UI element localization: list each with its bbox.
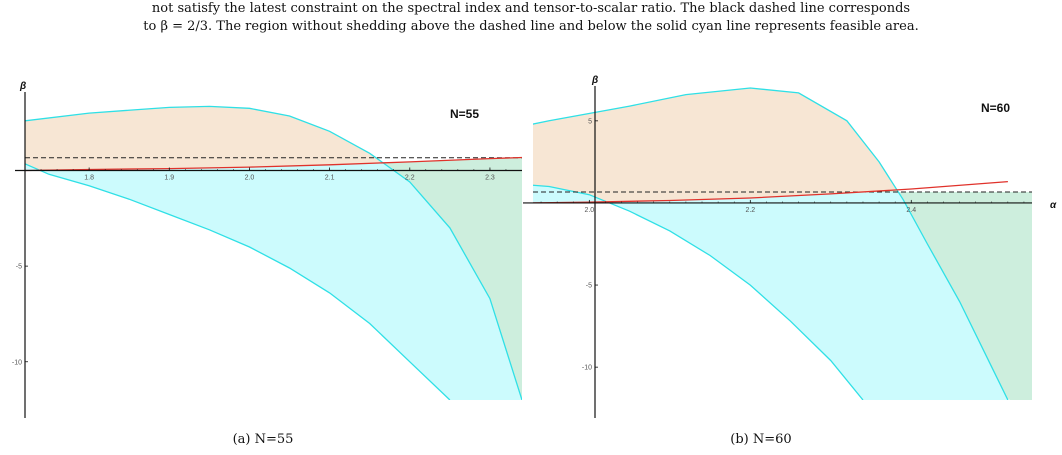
panel-b-caption: (b) N=60	[730, 432, 792, 447]
y-tick-label: -5	[16, 264, 22, 271]
y-tick-label: -10	[582, 365, 592, 372]
x-tick-label: 2.3	[485, 175, 495, 182]
orange-region	[533, 88, 1008, 400]
panel-a-caption: (a) N=55	[232, 432, 294, 447]
n-annotation: N=55	[450, 107, 479, 121]
cyan-lower-curve	[533, 184, 864, 400]
green-region	[533, 190, 1032, 400]
y-axis-label: β	[19, 81, 26, 92]
panel-a: 1.8 1.9 2.0 2.1 2.2 2.3 -5 -10 β N=55	[12, 81, 522, 418]
y-tick-label: 5	[588, 118, 592, 125]
caption-line-1: not satisfy the latest constraint on the…	[151, 1, 911, 16]
figure-caption: not satisfy the latest constraint on the…	[0, 0, 1062, 36]
x-tick-label: 2.1	[325, 175, 335, 182]
y-axis-label: β	[591, 75, 598, 86]
y-tick-label: -5	[586, 283, 592, 290]
red-curve	[25, 156, 522, 172]
plot-area	[25, 105, 522, 400]
x-axis-label: α	[1050, 200, 1057, 211]
cyan-upper-curve	[533, 87, 1009, 400]
x-tick-label: 2.0	[584, 207, 594, 214]
y-tick-label: -10	[12, 359, 22, 366]
figure-plots: 1.8 1.9 2.0 2.1 2.2 2.3 -5 -10 β N=55 2.0 2.2 2.4 5 -5…	[12, 75, 1057, 418]
panel-b: 2.0 2.2 2.4 5 -5 -10 β α N=60	[523, 75, 1057, 418]
cyan-region	[25, 162, 522, 400]
x-tick-label: 2.2	[405, 175, 415, 182]
x-tick-label: 2.2	[745, 207, 755, 214]
green-region	[25, 157, 522, 400]
orange-region	[25, 106, 522, 400]
cyan-upper-curve	[25, 105, 522, 400]
x-tick-label: 1.8	[84, 175, 94, 182]
x-tick-label: 2.4	[906, 207, 916, 214]
caption-line-2: to β = 2/3. The region without shedding …	[143, 19, 919, 34]
cyan-region	[533, 185, 1032, 400]
x-tick-label: 1.9	[164, 175, 174, 182]
cyan-lower-curve	[25, 163, 451, 400]
x-tick-label: 2.0	[245, 175, 255, 182]
plot-area	[533, 87, 1032, 400]
n-annotation: N=60	[981, 101, 1010, 115]
